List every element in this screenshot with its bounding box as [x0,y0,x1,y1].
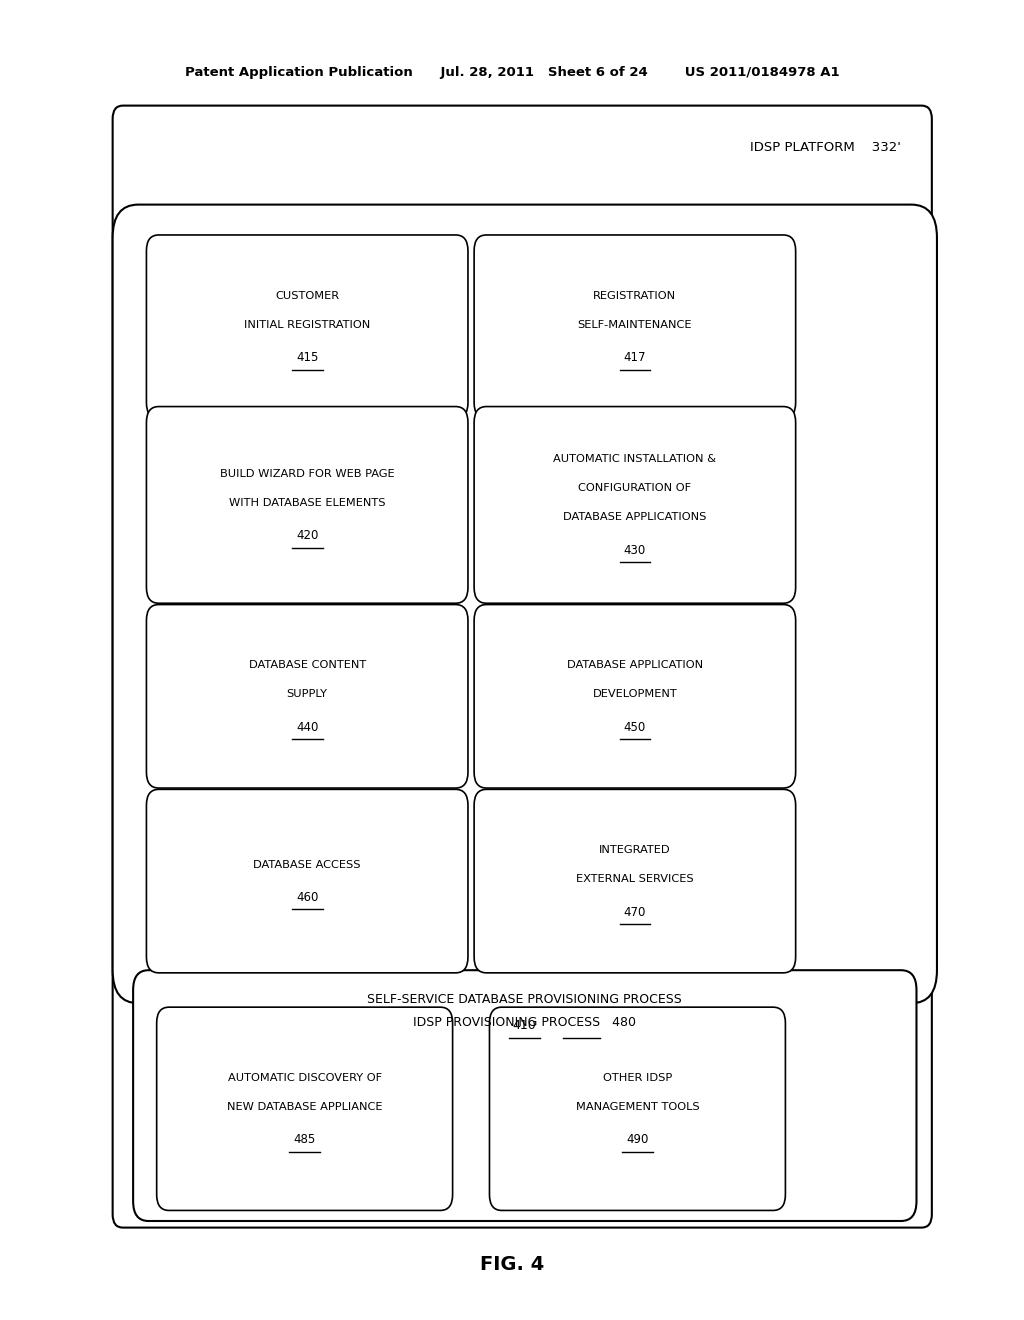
Text: INITIAL REGISTRATION: INITIAL REGISTRATION [244,319,371,330]
FancyBboxPatch shape [146,235,468,418]
Text: 430: 430 [624,544,646,557]
FancyBboxPatch shape [146,789,468,973]
Text: SUPPLY: SUPPLY [287,689,328,700]
FancyBboxPatch shape [474,235,796,418]
Text: CUSTOMER: CUSTOMER [275,290,339,301]
FancyBboxPatch shape [146,605,468,788]
Text: 490: 490 [627,1134,648,1146]
FancyBboxPatch shape [474,605,796,788]
Text: IDSP PROVISIONING PROCESS   480: IDSP PROVISIONING PROCESS 480 [414,1016,636,1030]
Text: DEVELOPMENT: DEVELOPMENT [593,689,677,700]
FancyBboxPatch shape [474,789,796,973]
Text: 410: 410 [512,1019,537,1032]
Text: DATABASE APPLICATION: DATABASE APPLICATION [567,660,702,671]
Text: 460: 460 [296,891,318,904]
Text: MANAGEMENT TOOLS: MANAGEMENT TOOLS [575,1102,699,1111]
Text: AUTOMATIC DISCOVERY OF: AUTOMATIC DISCOVERY OF [227,1073,382,1082]
Text: CONFIGURATION OF: CONFIGURATION OF [579,483,691,494]
Text: 417: 417 [624,351,646,364]
Text: BUILD WIZARD FOR WEB PAGE: BUILD WIZARD FOR WEB PAGE [220,469,394,479]
Text: SELF-MAINTENANCE: SELF-MAINTENANCE [578,319,692,330]
Text: 440: 440 [296,721,318,734]
FancyBboxPatch shape [133,970,916,1221]
Text: SELF-SERVICE DATABASE PROVISIONING PROCESS: SELF-SERVICE DATABASE PROVISIONING PROCE… [367,993,682,1006]
Text: EXTERNAL SERVICES: EXTERNAL SERVICES [577,874,693,884]
FancyBboxPatch shape [146,407,468,603]
Text: DATABASE ACCESS: DATABASE ACCESS [254,859,360,870]
FancyBboxPatch shape [113,106,932,1228]
FancyBboxPatch shape [489,1007,785,1210]
Text: FIG. 4: FIG. 4 [480,1255,544,1274]
Text: 415: 415 [296,351,318,364]
FancyBboxPatch shape [113,205,937,1003]
Text: INTEGRATED: INTEGRATED [599,845,671,855]
Text: 450: 450 [624,721,646,734]
Text: IDSP PLATFORM    332': IDSP PLATFORM 332' [751,141,901,154]
FancyBboxPatch shape [157,1007,453,1210]
Text: 485: 485 [294,1134,315,1146]
FancyBboxPatch shape [474,407,796,603]
Text: NEW DATABASE APPLIANCE: NEW DATABASE APPLIANCE [227,1102,382,1111]
Text: 420: 420 [296,529,318,543]
Text: WITH DATABASE ELEMENTS: WITH DATABASE ELEMENTS [229,498,385,508]
Text: DATABASE APPLICATIONS: DATABASE APPLICATIONS [563,512,707,523]
Text: 470: 470 [624,906,646,919]
Text: AUTOMATIC INSTALLATION &: AUTOMATIC INSTALLATION & [553,454,717,465]
Text: REGISTRATION: REGISTRATION [593,290,677,301]
Text: DATABASE CONTENT: DATABASE CONTENT [249,660,366,671]
Text: OTHER IDSP: OTHER IDSP [603,1073,672,1082]
Text: Patent Application Publication      Jul. 28, 2011   Sheet 6 of 24        US 2011: Patent Application Publication Jul. 28, … [184,66,840,79]
